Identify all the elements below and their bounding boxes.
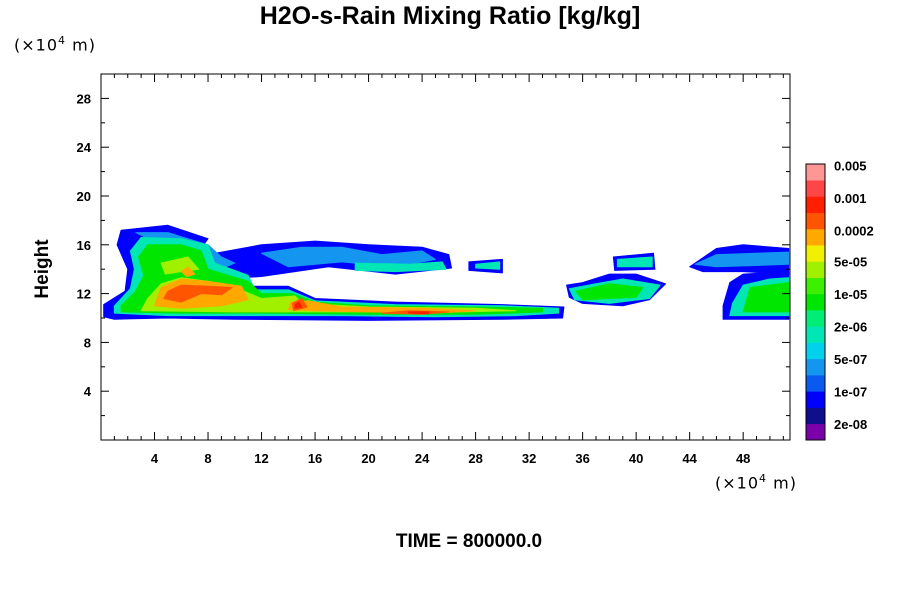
contour-region-level-4 [261,246,436,268]
colorbar-swatch [806,228,825,246]
colorbar-label: 0.001 [834,191,867,206]
contour-region-level-4 [694,251,790,268]
colorbar-swatch [806,358,825,376]
contour-region-level-13 [163,284,233,303]
y-unit-exponent: 4 [58,34,67,47]
x-axis-unit: (×104 m) [715,472,797,492]
x-unit-exponent: 4 [759,472,768,485]
x-tick-label: 20 [361,451,375,466]
colorbar-label: 1e-07 [834,384,867,399]
y-unit-suffix: m) [66,35,96,55]
x-tick-label: 16 [308,451,322,466]
chart-title: H2O-s-Rain Mixing Ratio [kg/kg] [259,2,641,30]
colorbar-swatch [806,310,825,327]
colorbar-label: 2e-08 [834,417,867,432]
time-label: TIME = 800000.0 [395,531,543,552]
contour-region-level-8 [742,282,790,313]
colorbar-swatch [806,180,825,197]
colorbar-label: 0.0002 [834,224,874,239]
x-unit-prefix: (×10 [715,473,760,493]
y-tick-label: 8 [84,335,91,350]
contour-fills [103,224,790,321]
colorbar-swatch [806,277,825,295]
colorbar-swatch [806,245,825,262]
y-tick-label: 24 [77,140,92,155]
contour-region-level-14 [294,301,303,309]
x-tick-label: 24 [415,451,430,466]
plot-frame [100,73,791,441]
colorbar-swatch [806,375,825,392]
contour-region-level-8 [575,283,644,301]
colorbar-swatch [806,391,825,408]
colorbar-swatch [806,196,825,214]
colorbar: 2e-08 1e-07 5e-07 2e-06 1e-05 5e-05 0.0002 0.00… [805,159,874,441]
colorbar-swatch [806,261,825,278]
y-axis-unit: (×104 m) [14,34,96,54]
colorbar-swatch [806,164,825,181]
x-tick-label: 8 [204,451,211,466]
contour-region-level-6 [475,261,501,270]
x-unit-suffix: m) [767,473,797,493]
colorbar-label: 5e-07 [834,352,867,367]
contour-region-level-12 [180,266,196,277]
y-tick-label: 28 [77,91,91,106]
colorbar-label: 0.005 [834,159,867,174]
contour-region-level-14 [408,311,430,315]
colorbar-frame [805,163,826,441]
colorbar-swatch [806,293,825,311]
colorbar-swatch [806,407,825,425]
colorbar-label: 5e-05 [834,254,867,269]
y-unit-prefix: (×10 [14,35,59,55]
x-tick-label: 12 [254,451,268,466]
x-tick-label: 48 [736,451,750,466]
colorbar-swatch [806,342,825,360]
y-tick-label: 12 [77,287,91,302]
colorbar-label: 1e-05 [834,287,867,302]
colorbar-swatch [806,212,825,230]
x-tick-label: 44 [682,451,697,466]
contour-region-level-6 [354,261,447,273]
x-tick-label: 28 [468,451,482,466]
y-tick-label: 4 [84,384,92,399]
colorbar-swatch [806,326,825,343]
y-tick-label: 20 [77,189,91,204]
x-tick-label: 32 [522,451,536,466]
contour-region-level-6 [616,256,653,268]
x-tick-label: 40 [629,451,643,466]
x-tick-label: 36 [575,451,589,466]
x-tick-label: 4 [151,451,159,466]
y-tick-label: 16 [77,238,91,253]
colorbar-label: 2e-06 [834,319,867,334]
colorbar-swatch [806,423,825,441]
